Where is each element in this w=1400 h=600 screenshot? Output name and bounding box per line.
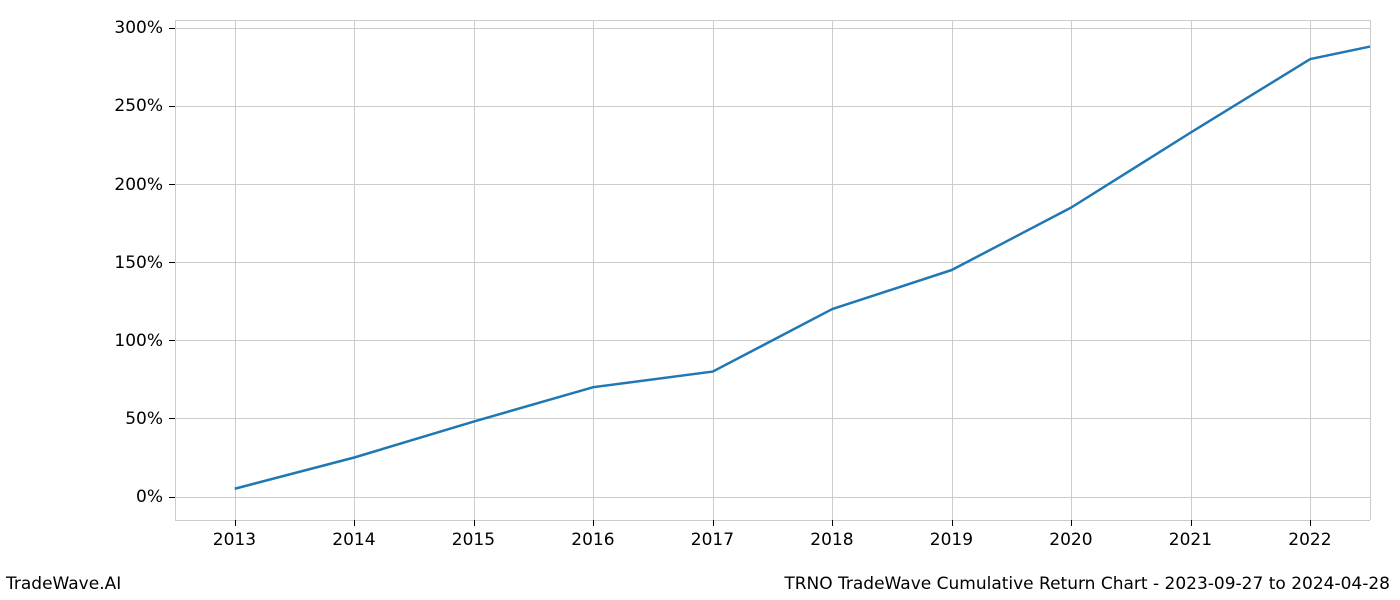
x-tick-label: 2013 [213, 530, 256, 550]
footer-right-label: TRNO TradeWave Cumulative Return Chart -… [784, 574, 1390, 594]
y-tick-label: 50% [125, 409, 163, 429]
chart-container: TradeWave.AI TRNO TradeWave Cumulative R… [0, 0, 1400, 600]
x-tick-mark [1071, 520, 1072, 526]
x-tick-mark [474, 520, 475, 526]
x-tick-label: 2022 [1288, 530, 1331, 550]
y-tick-label: 0% [136, 487, 163, 507]
x-tick-label: 2020 [1049, 530, 1092, 550]
y-tick-label: 200% [114, 175, 163, 195]
line-series-svg [175, 20, 1370, 520]
x-tick-label: 2018 [810, 530, 853, 550]
x-tick-mark [1191, 520, 1192, 526]
x-tick-mark [952, 520, 953, 526]
y-tick-label: 150% [114, 253, 163, 273]
y-tick-label: 300% [114, 18, 163, 38]
x-tick-label: 2015 [452, 530, 495, 550]
x-tick-mark [832, 520, 833, 526]
y-tick-label: 250% [114, 96, 163, 116]
x-tick-mark [593, 520, 594, 526]
x-tick-label: 2016 [571, 530, 614, 550]
plot-border [1370, 20, 1371, 520]
x-tick-label: 2017 [691, 530, 734, 550]
x-tick-label: 2019 [930, 530, 973, 550]
y-tick-label: 100% [114, 331, 163, 351]
x-tick-mark [1310, 520, 1311, 526]
x-tick-mark [235, 520, 236, 526]
footer-left-label: TradeWave.AI [6, 574, 121, 594]
x-tick-mark [713, 520, 714, 526]
x-tick-label: 2021 [1169, 530, 1212, 550]
x-tick-label: 2014 [332, 530, 375, 550]
x-tick-mark [354, 520, 355, 526]
line-series [235, 47, 1370, 489]
